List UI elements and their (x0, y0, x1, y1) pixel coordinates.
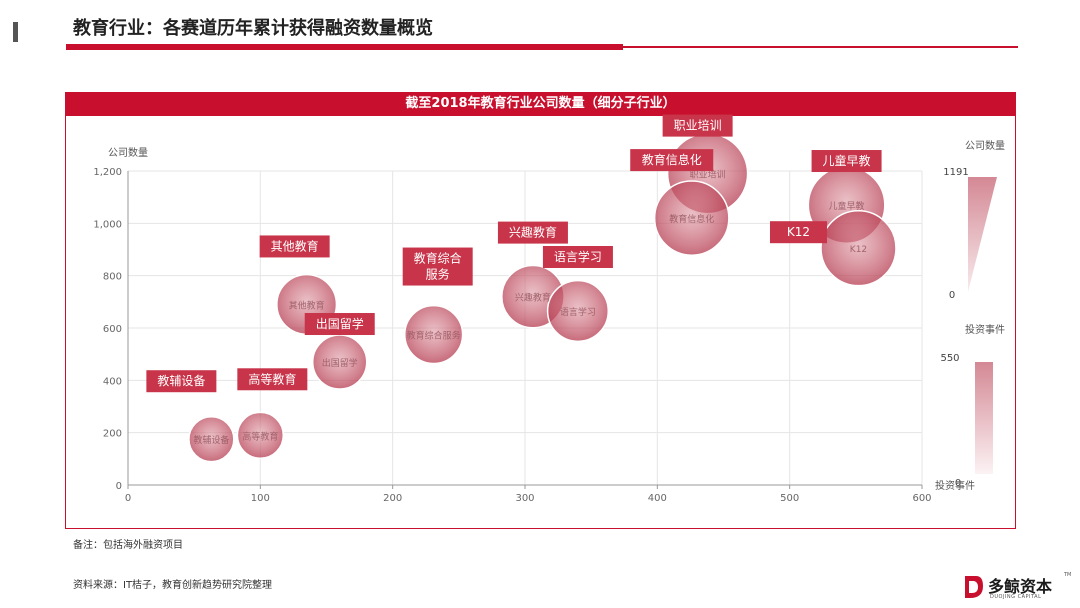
callout-box (769, 221, 827, 244)
y-tick-label: 600 (103, 324, 122, 335)
callout-box (662, 114, 733, 137)
callout-label: 教育信息化 (642, 152, 702, 167)
y-tick-label: 0 (116, 481, 122, 492)
y-tick-label: 200 (103, 429, 122, 440)
callout-label: 职业培训 (674, 118, 722, 133)
bubble-inner-label: 出国留学 (322, 357, 358, 369)
callout-box (542, 245, 613, 268)
left-accent-bar (13, 22, 18, 42)
x-tick-label: 600 (912, 493, 931, 504)
bubble-inner-label: 教育综合服务 (407, 330, 461, 342)
title-underline-thin (623, 46, 1018, 48)
bubble-语言学习 (546, 279, 610, 343)
footnote: 备注：包括海外融资项目 (73, 540, 183, 551)
size-legend-max: 550 (940, 353, 959, 364)
callout-label: 儿童早教 (823, 153, 871, 168)
bubble-教育综合服务 (404, 304, 464, 365)
chart-title: 截至2018年教育行业公司数量（细分子行业） (65, 92, 1016, 116)
y-tick-label: 400 (103, 376, 122, 387)
color-legend-max: 1191 (943, 167, 968, 178)
callout-label: 出国留学 (316, 316, 364, 331)
bubble-K12 (820, 209, 897, 287)
y-axis-title: 公司数量 (108, 146, 148, 159)
x-tick-label: 0 (125, 493, 131, 504)
callout-label: 高等教育 (248, 371, 296, 386)
x-tick-label: 500 (780, 493, 799, 504)
bubble-inner-label: K12 (850, 245, 867, 255)
bubble-inner-label: 教辅设备 (193, 434, 229, 446)
size-legend-title: 投资事件 (965, 323, 1005, 336)
company-logo: 多鲸资本 DUOJING CAPITAL TM (962, 572, 1074, 604)
bubble-inner-label: 语言学习 (560, 306, 596, 318)
y-tick-label: 800 (103, 272, 122, 283)
callout-label: 教辅设备 (157, 373, 205, 388)
title-underline-thick (66, 44, 623, 50)
x-tick-label: 300 (515, 493, 534, 504)
logo-text: 多鲸资本 (988, 577, 1053, 596)
callout-box (304, 313, 375, 336)
y-tick-label: 1,000 (93, 219, 122, 230)
bubble-inner-label: 职业培训 (690, 169, 726, 181)
callout-box (237, 368, 308, 391)
bubble-inner-label: 高等教育 (242, 430, 278, 442)
page-title: 教育行业：各赛道历年累计获得融资数量概览 (73, 18, 433, 39)
bubble-inner-label: 其他教育 (289, 299, 325, 311)
trademark-mark: TM (1064, 572, 1072, 578)
logo-subtitle: DUOJING CAPITAL (990, 594, 1042, 600)
callout-label: 其他教育 (271, 238, 319, 253)
bubble-inner-label: 教育信息化 (669, 213, 714, 225)
color-legend-mask (968, 177, 997, 292)
x-tick-label: 200 (383, 493, 402, 504)
size-legend-bar (975, 362, 993, 474)
bubble-inner-label: 儿童早教 (829, 200, 865, 212)
x-tick-label: 100 (251, 493, 270, 504)
bubble-高等教育 (236, 411, 285, 459)
callout-box (402, 247, 473, 286)
x-tick-label: 400 (648, 493, 667, 504)
source-note: 资料来源：IT桔子，教育创新趋势研究院整理 (73, 580, 273, 591)
callout-label: 兴趣教育 (509, 225, 557, 240)
callout-label: K12 (787, 225, 810, 239)
callout-label: 服务 (426, 267, 450, 282)
callout-label: 语言学习 (554, 249, 602, 264)
callout-box (146, 370, 217, 393)
bubble-教育信息化 (653, 180, 730, 256)
color-legend-min: 0 (949, 290, 955, 301)
size-legend-min: 0 (955, 478, 961, 489)
callout-box (497, 221, 568, 244)
bubble-教辅设备 (188, 416, 235, 463)
whale-logo-icon (965, 576, 983, 598)
y-tick-label: 1,200 (93, 167, 122, 178)
callout-box (259, 235, 330, 258)
bubble-inner-label: 兴趣教育 (515, 292, 551, 304)
size-legend-label: 投资事件 (935, 479, 975, 492)
color-legend-title: 公司数量 (965, 139, 1005, 152)
callout-label: 教育综合 (414, 251, 462, 266)
callout-box (630, 149, 714, 172)
callout-box (811, 150, 882, 173)
